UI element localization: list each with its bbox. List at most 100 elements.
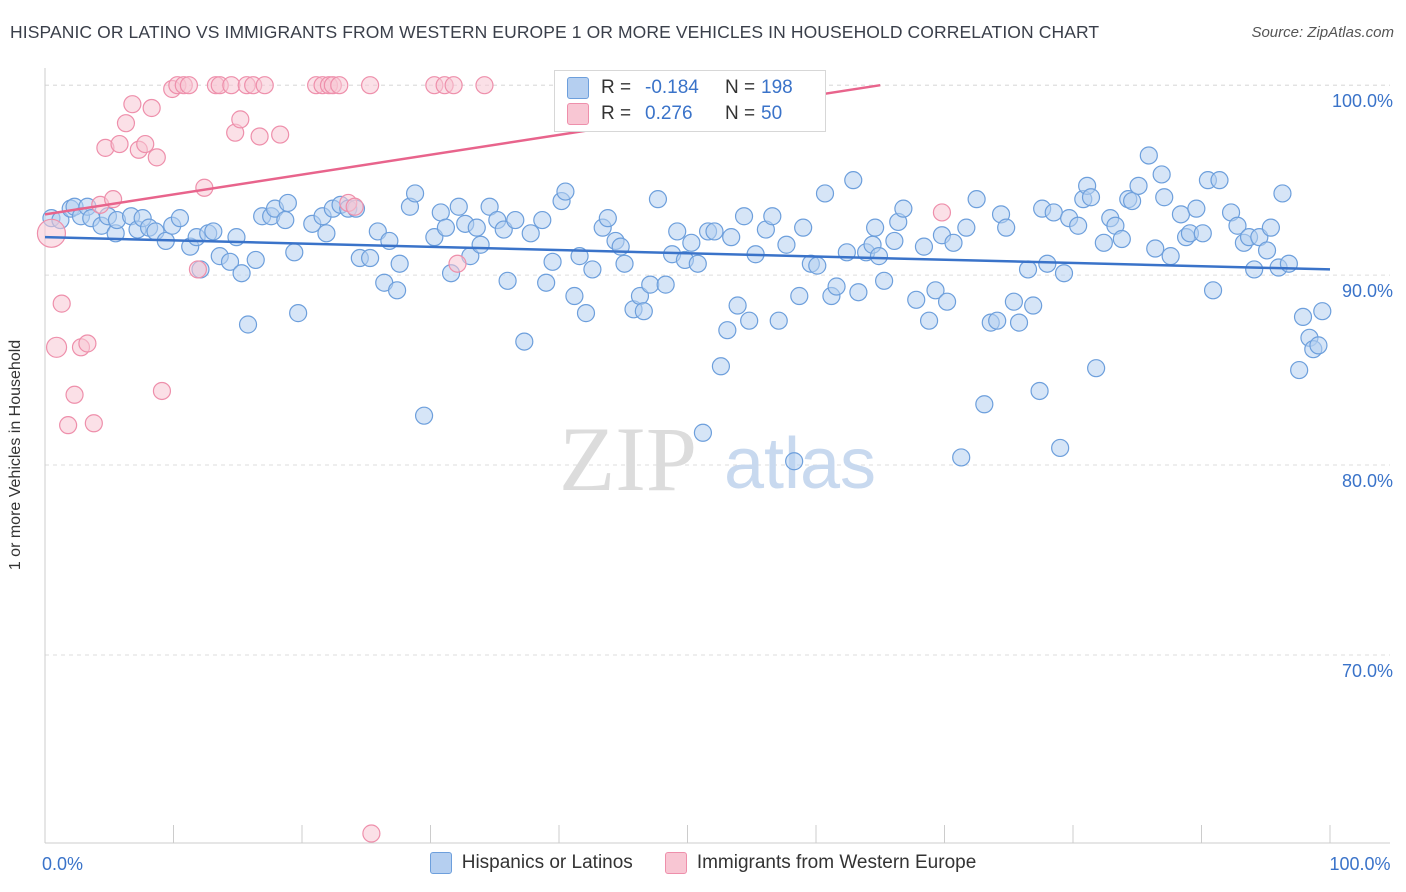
point-hispanics (471, 235, 490, 254)
point-immigrants (444, 76, 463, 95)
point-hispanics (521, 224, 540, 243)
point-hispanics (278, 193, 297, 213)
point-immigrants (52, 294, 71, 313)
point-hispanics (688, 254, 707, 273)
y-tick-label: 70.0% (1342, 661, 1393, 681)
point-hispanics (232, 264, 251, 283)
point-hispanics (907, 290, 926, 309)
point-immigrants (78, 334, 97, 353)
legend-label-hispanics: Hispanics or Latinos (461, 852, 633, 873)
n-label: N = (725, 103, 756, 124)
point-hispanics (1193, 224, 1212, 243)
point-hispanics (1290, 360, 1309, 380)
point-hispanics (565, 286, 584, 306)
point-hispanics (1161, 247, 1180, 266)
pink-swatch (664, 852, 687, 874)
x-tick-label: 100.0% (1329, 854, 1390, 874)
point-hispanics (869, 247, 889, 266)
point-hispanics (1112, 229, 1131, 249)
point-hispanics (844, 171, 863, 190)
point-hispanics (276, 210, 295, 230)
point-hispanics (988, 311, 1007, 330)
point-hispanics (914, 237, 934, 256)
axes (44, 68, 1390, 844)
point-hispanics (405, 184, 425, 203)
tick-labels: 70.0% 80.0% 90.0% 100.0% 0.0% 100.0% (42, 91, 1393, 874)
point-hispanics (598, 209, 617, 228)
point-hispanics (944, 233, 963, 252)
point-immigrants (116, 114, 136, 133)
point-hispanics (1069, 216, 1088, 235)
point-immigrants (36, 218, 67, 248)
point-hispanics (449, 197, 468, 216)
point-hispanics (1203, 281, 1223, 300)
point-immigrants (152, 381, 172, 401)
point-hispanics (711, 357, 731, 376)
point-hispanics (808, 256, 827, 275)
legend-item-immigrants[interactable]: Immigrants from Western Europe (664, 852, 977, 874)
point-hispanics (926, 281, 945, 300)
point-hispanics (682, 233, 701, 252)
point-hispanics (769, 311, 788, 330)
point-hispanics (390, 254, 409, 273)
point-hispanics (728, 296, 747, 315)
point-hispanics (648, 190, 668, 209)
point-hispanics (718, 321, 737, 340)
point-immigrants (188, 260, 208, 279)
r-label: R = (601, 77, 632, 98)
point-hispanics (894, 199, 913, 218)
point-hispanics (1018, 260, 1038, 279)
point-hispanics (431, 203, 450, 222)
point-immigrants (45, 336, 68, 358)
point-hispanics (790, 286, 809, 306)
point-immigrants (136, 134, 155, 154)
point-hispanics (656, 275, 675, 294)
point-hispanics (170, 209, 190, 228)
blue-swatch (567, 77, 589, 99)
point-hispanics (634, 302, 653, 321)
point-immigrants (222, 76, 241, 95)
blue-swatch (429, 852, 452, 874)
point-immigrants (84, 414, 103, 433)
legend-label-immigrants: Immigrants from Western Europe (696, 852, 977, 873)
point-hispanics (668, 222, 687, 241)
point-hispanics (1210, 171, 1229, 190)
point-hispanics (1313, 302, 1332, 321)
point-hispanics (875, 271, 894, 290)
point-hispanics (576, 304, 596, 323)
point-hispanics (952, 448, 971, 467)
point-hispanics (515, 332, 534, 351)
point-hispanics (1152, 165, 1171, 184)
point-immigrants (110, 134, 129, 154)
point-hispanics (1094, 233, 1113, 252)
point-hispanics (937, 292, 957, 311)
chart-title: HISPANIC OR LATINO VS IMMIGRANTS FROM WE… (10, 22, 1100, 42)
point-hispanics (1261, 218, 1280, 237)
point-hispanics (1155, 188, 1174, 207)
r-value: -0.184 (645, 77, 699, 98)
point-immigrants (345, 197, 364, 216)
point-hispanics (317, 224, 336, 243)
point-hispanics (1123, 191, 1142, 211)
point-hispanics (919, 311, 939, 330)
point-hispanics (1146, 239, 1165, 258)
x-tick-label: 0.0% (42, 854, 83, 874)
point-hispanics (246, 250, 265, 270)
point-hispanics (785, 452, 804, 471)
source-label: Source: ZipAtlas.com (1251, 24, 1394, 41)
point-hispanics (1024, 296, 1043, 315)
point-immigrants (255, 76, 274, 95)
point-hispanics (1009, 313, 1029, 332)
point-immigrants (59, 416, 78, 435)
bottom-legend: Hispanics or Latinos Immigrants from Wes… (0, 852, 1406, 874)
legend-row-pink: R = 0.276 N = 50 (567, 101, 782, 127)
point-hispanics (1129, 176, 1148, 195)
point-immigrants (932, 203, 952, 222)
n-value: 50 (761, 103, 783, 124)
n-label: N = (725, 77, 756, 98)
point-hispanics (705, 222, 724, 241)
point-hispanics (498, 271, 517, 290)
legend-item-hispanics[interactable]: Hispanics or Latinos (429, 852, 633, 874)
point-immigrants (271, 125, 290, 144)
point-hispanics (777, 235, 796, 254)
